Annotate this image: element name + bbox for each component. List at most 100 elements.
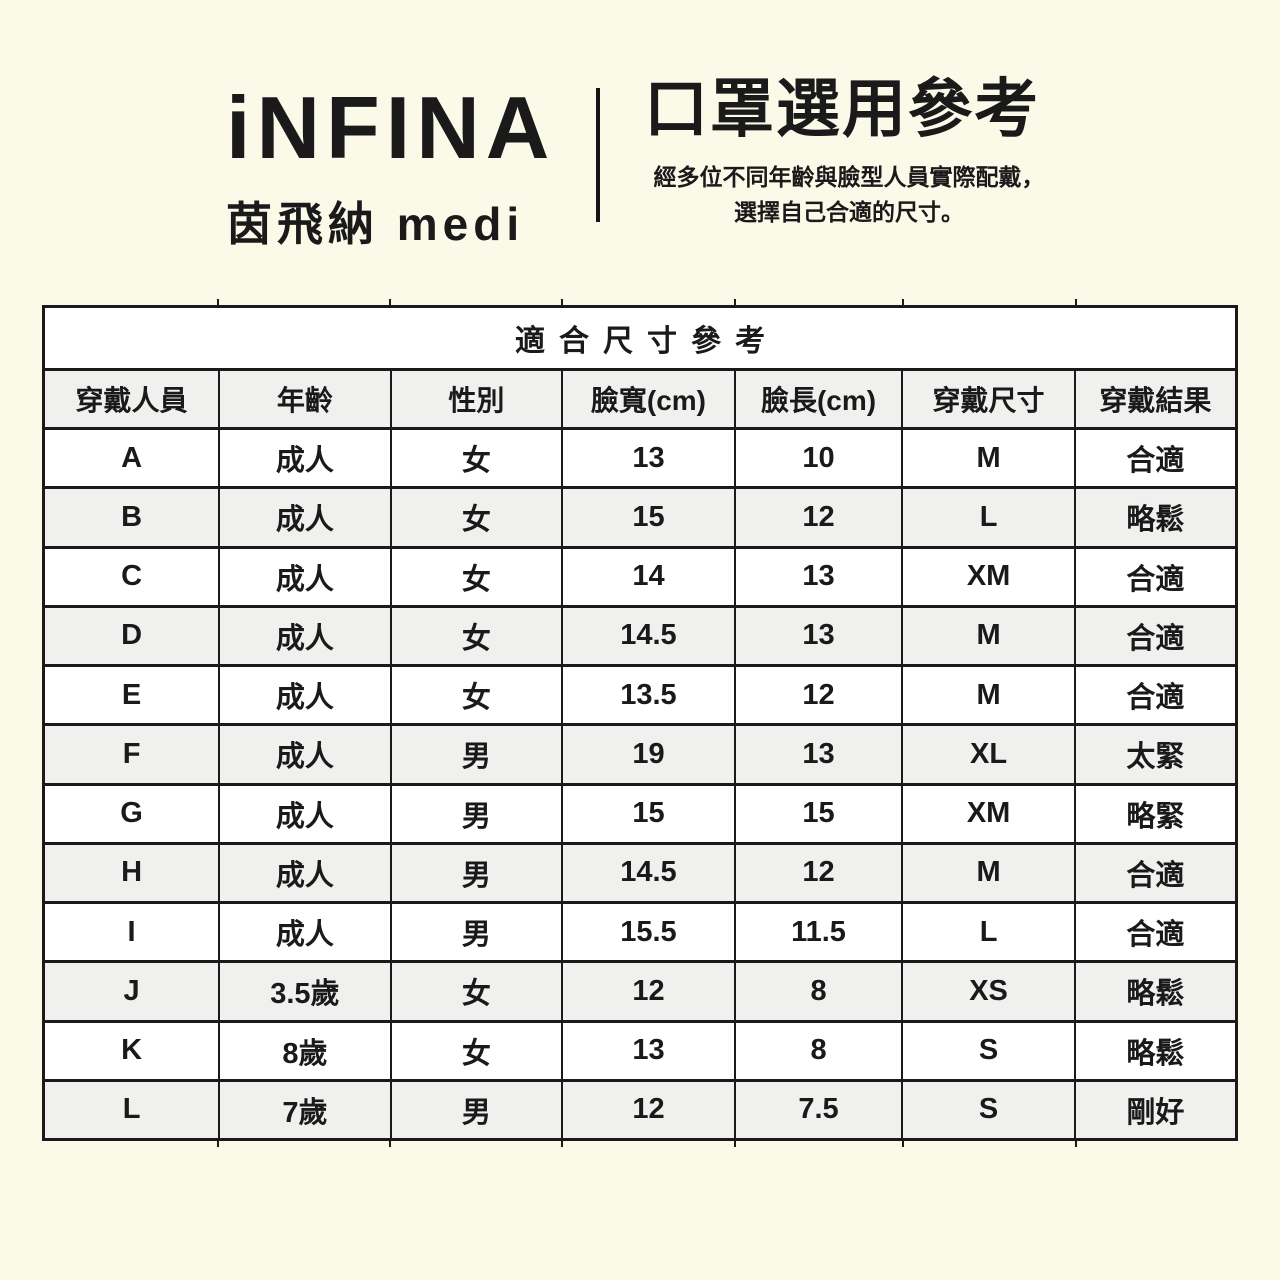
table-cell: 10 [733, 426, 904, 490]
table-cell: 女 [389, 545, 564, 608]
table-cell: 成人 [218, 723, 392, 786]
page-title: 口罩選用參考 [644, 73, 1040, 145]
table-cell: I [42, 900, 221, 964]
column-line-stub [389, 1141, 392, 1147]
column-line-stub [561, 299, 564, 305]
column-line-stub [1074, 1141, 1077, 1147]
table-cell: 女 [389, 426, 564, 490]
table-cell: 13 [561, 426, 736, 490]
table-cell: 合適 [1073, 900, 1238, 964]
table-cell: 合適 [1073, 426, 1238, 490]
table-cell: S [901, 1019, 1076, 1082]
table-cell: D [42, 604, 221, 668]
table-cell: F [42, 723, 221, 786]
table-cell: 男 [389, 841, 564, 905]
table-cell: 12 [733, 486, 904, 549]
table-cell: 略鬆 [1073, 486, 1238, 549]
column-line-stub [217, 1141, 220, 1147]
table-cell: XS [901, 960, 1076, 1023]
table-cell: 13 [733, 604, 904, 668]
brand-name: iNFINA [226, 78, 556, 177]
table-cell: 成人 [218, 900, 392, 964]
brand-subtitle: 茵飛納 medi [226, 198, 525, 250]
table-cell: 15 [561, 486, 736, 549]
size-table-wrap: 適合尺寸參考 穿戴人員 年齡 性別 臉寬(cm) 臉長(cm) 穿戴尺寸 穿戴結果 A 成人女… [42, 299, 1238, 1147]
table-cell: M [901, 604, 1076, 668]
column-header: 臉長(cm) [733, 368, 904, 430]
table-row: I 成人男 15.5 11.5 L 合適 [42, 900, 1238, 964]
table-row: H 成人男 14.5 12 M 合適 [42, 841, 1238, 905]
table-title: 適合尺寸參考 [42, 305, 1238, 371]
table-row: G 成人男 15 15 XM 略緊 [42, 782, 1238, 845]
table-body: A 成人女 13 10 M 合適 B 成人女 15 12 L 略鬆 C 成人女 14 13 XM 合適 D 成人女 14… [42, 426, 1238, 1142]
table-cell: 女 [389, 663, 564, 727]
table-cell: M [901, 663, 1076, 727]
table-cell: 11.5 [733, 900, 904, 964]
table-cell: 女 [389, 604, 564, 668]
table-cell: M [901, 426, 1076, 490]
column-line-stub [902, 299, 904, 305]
table-cell: 女 [389, 486, 564, 549]
table-cell: A [42, 426, 221, 490]
column-line-stub [733, 299, 736, 305]
table-cell: 3.5歲 [218, 960, 392, 1023]
column-header: 臉寬(cm) [561, 368, 736, 430]
table-cell: 成人 [218, 604, 392, 668]
table-row: A 成人女 13 10 M 合適 [42, 426, 1238, 490]
table-cell: 略鬆 [1073, 1019, 1238, 1082]
table-cell: 13 [561, 1019, 736, 1082]
title-block: 口罩選用參考 經多位不同年齡與臉型人員實際配戴， 選擇自己合適的尺寸。 [644, 74, 1054, 230]
column-line-stub [561, 1141, 564, 1147]
table-cell: 成人 [218, 426, 392, 490]
table-cell: 7歲 [218, 1078, 392, 1142]
table-cell: 12 [561, 960, 736, 1023]
table-cell: XL [901, 723, 1076, 786]
table-row: D 成人女 14.5 13 M 合適 [42, 604, 1238, 668]
table-cell: 合適 [1073, 663, 1238, 727]
table-row: J 3.5歲女 12 8 XS 略鬆 [42, 960, 1238, 1023]
table-cell: 7.5 [733, 1078, 904, 1142]
column-header: 性別 [389, 368, 564, 430]
table-cell: 19 [561, 723, 736, 786]
table-cell: C [42, 545, 221, 608]
table-cell: 15 [733, 782, 904, 845]
table-cell: 女 [389, 960, 564, 1023]
column-header: 穿戴人員 [42, 368, 221, 430]
table-cell: 8 [733, 960, 904, 1023]
table-row: E 成人女 13.5 12 M 合適 [42, 663, 1238, 727]
table-header-row: 穿戴人員 年齡 性別 臉寬(cm) 臉長(cm) 穿戴尺寸 穿戴結果 [42, 368, 1238, 430]
table-cell: 8 [733, 1019, 904, 1082]
page-subtitle-line2: 選擇自己合適的尺寸。 [734, 199, 964, 226]
table-cell: 15 [561, 782, 736, 845]
table-cell: 14 [561, 545, 736, 608]
table-cell: K [42, 1019, 221, 1082]
column-line-stub [733, 1141, 736, 1147]
table-cell: 13.5 [561, 663, 736, 727]
table-cell: B [42, 486, 221, 549]
table-cell: E [42, 663, 221, 727]
table-cell: L [901, 900, 1076, 964]
table-cell: 略緊 [1073, 782, 1238, 845]
table-cell: 15.5 [561, 900, 736, 964]
column-line-stub [217, 299, 220, 305]
table-cell: 12 [561, 1078, 736, 1142]
column-header: 穿戴結果 [1073, 368, 1238, 430]
table-row: K 8歲女 13 8 S 略鬆 [42, 1019, 1238, 1082]
table-cell: 成人 [218, 841, 392, 905]
column-line-stub [902, 1141, 904, 1147]
table-cell: G [42, 782, 221, 845]
table-cell: 剛好 [1073, 1078, 1238, 1142]
table-cell: 成人 [218, 545, 392, 608]
table-row: B 成人女 15 12 L 略鬆 [42, 486, 1238, 549]
table-cell: 12 [733, 663, 904, 727]
table-cell: 13 [733, 545, 904, 608]
table-cell: XM [901, 782, 1076, 845]
brand-logo: iNFINA 茵飛納 medi [226, 84, 586, 254]
table-cell: 合適 [1073, 545, 1238, 608]
table-title-row: 適合尺寸參考 [42, 305, 1238, 371]
table-row: L 7歲男 12 7.5 S 剛好 [42, 1078, 1238, 1142]
table-cell: H [42, 841, 221, 905]
table-cell: L [901, 486, 1076, 549]
table-cell: 略鬆 [1073, 960, 1238, 1023]
table-cell: 合適 [1073, 841, 1238, 905]
